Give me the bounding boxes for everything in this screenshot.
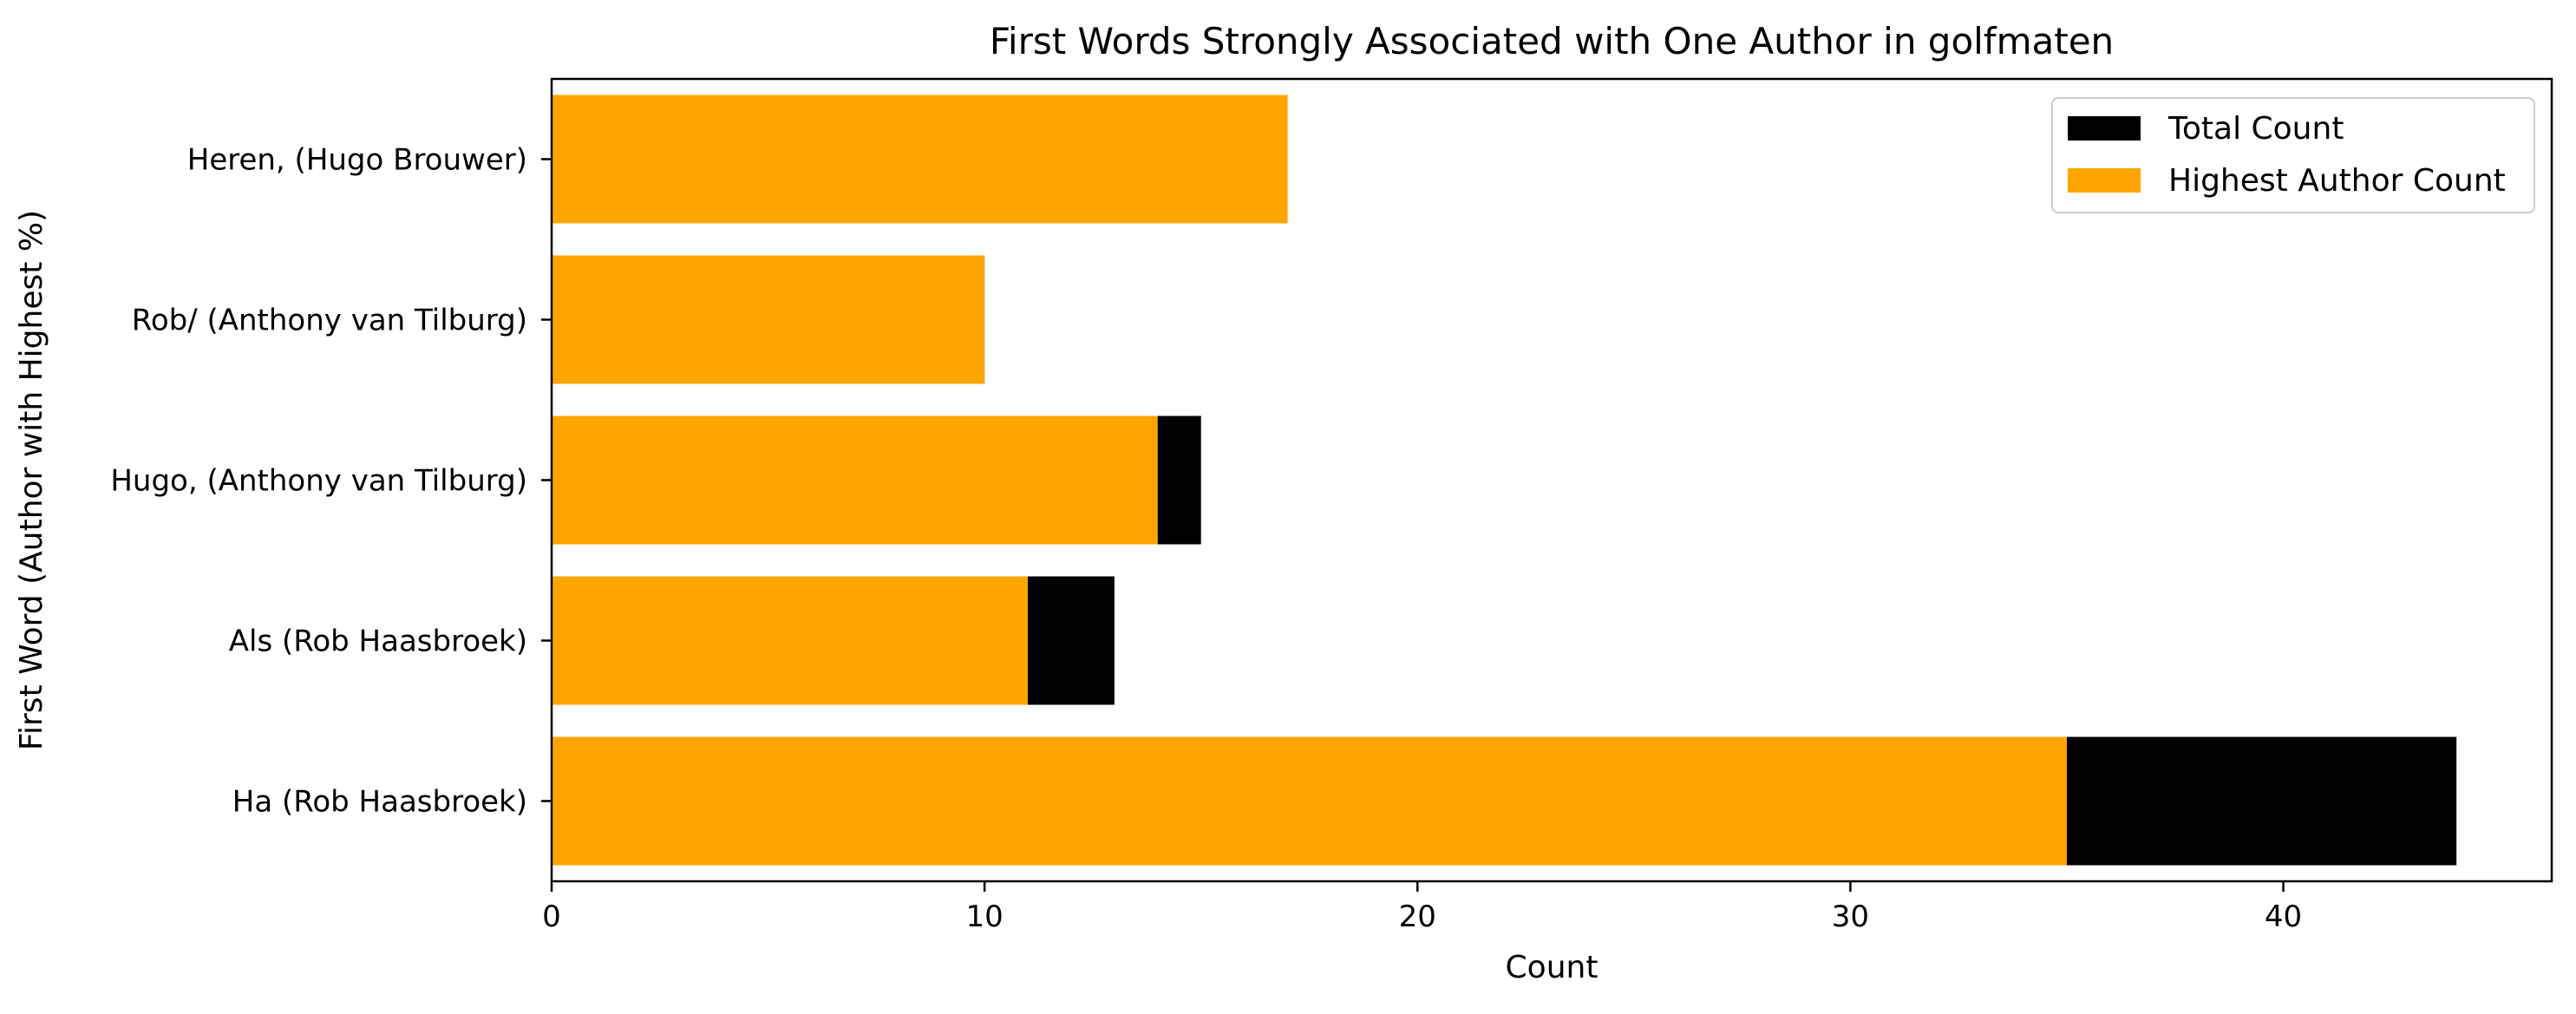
bar-highest-author-count-1 <box>552 576 1029 705</box>
bars-layer <box>552 95 2457 866</box>
x-tick-label: 20 <box>1399 900 1436 934</box>
y-ticks: Ha (Rob Haasbroek) Als (Rob Haasbroek) Hug… <box>110 143 552 820</box>
bar-highest-author-count-3 <box>552 255 985 384</box>
legend-box <box>2051 97 2535 213</box>
y-tick-label: Ha (Rob Haasbroek) <box>232 785 527 820</box>
x-axis-label: Count <box>1506 950 1599 985</box>
legend-label: Total Count <box>2167 111 2344 147</box>
bar-highest-author-count-0 <box>552 736 2067 866</box>
legend: Total Count Highest Author Count <box>2051 97 2535 213</box>
y-tick-label: Hugo, (Anthony van Tilburg) <box>110 464 527 499</box>
y-axis-label: First Word (Author with Highest %) <box>14 210 49 750</box>
x-ticks: 0 10 20 30 40 <box>542 881 2302 934</box>
x-tick-label: 10 <box>966 900 1004 934</box>
y-tick-label: Als (Rob Haasbroek) <box>229 625 527 659</box>
chart-title: First Words Strongly Associated with One… <box>990 20 2114 62</box>
x-tick-label: 40 <box>2265 900 2302 934</box>
legend-swatch <box>2068 116 2141 141</box>
y-tick-label: Rob/ (Anthony van Tilburg) <box>132 304 527 338</box>
bar-highest-author-count-4 <box>552 95 1288 224</box>
x-tick-label: 0 <box>542 900 561 934</box>
x-tick-label: 30 <box>1832 900 1869 934</box>
legend-label: Highest Author Count <box>2168 163 2506 199</box>
legend-swatch <box>2068 168 2141 193</box>
bar-highest-author-count-2 <box>552 415 1158 545</box>
y-tick-label: Heren, (Hugo Brouwer) <box>187 143 527 178</box>
